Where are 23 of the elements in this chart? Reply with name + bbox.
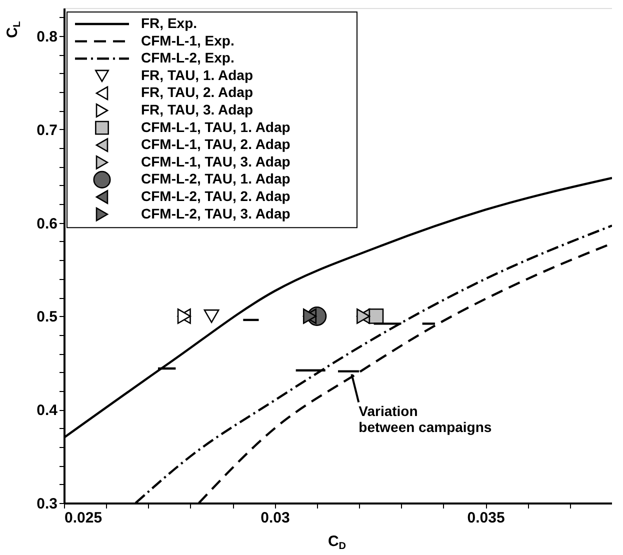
x-tick-label: 0.035: [467, 510, 505, 526]
legend-label: FR, TAU, 3. Adap: [141, 102, 253, 118]
legend-label: FR, TAU, 1. Adap: [141, 66, 253, 83]
legend-label: CFM-L-2, TAU, 1. Adap: [141, 170, 290, 187]
legend-label: CFM-L-1, TAU, 2. Adap: [141, 136, 290, 152]
legend-label: CFM-L-2, Exp.: [141, 50, 234, 66]
legend-label: CFM-L-2, TAU, 3. Adap: [141, 205, 290, 222]
legend-label: CFM-L-1, Exp.: [141, 32, 234, 48]
y-tick-label: 0.3: [36, 496, 58, 512]
x-tick-label: 0.03: [260, 510, 290, 526]
y-tick-label: 0.7: [36, 122, 58, 139]
legend-label: CFM-L-1, TAU, 3. Adap: [141, 153, 290, 170]
legend-label: FR, Exp.: [141, 15, 198, 31]
y-tick-label: 0.6: [36, 215, 58, 232]
y-tick-label: 0.4: [36, 402, 58, 420]
y-axis-title: CL: [4, 21, 23, 38]
legend-label: FR, TAU, 2. Adap: [141, 84, 253, 100]
annotation: Variation between campaigns: [358, 403, 492, 436]
y-tick-label: 0.8: [36, 28, 58, 46]
legend-label: CFM-L-1, TAU, 1. Adap: [141, 118, 290, 135]
legend-label: CFM-L-2, TAU, 2. Adap: [141, 188, 290, 204]
x-tick-label: 0.025: [64, 510, 102, 526]
y-tick-label: 0.5: [36, 308, 58, 326]
